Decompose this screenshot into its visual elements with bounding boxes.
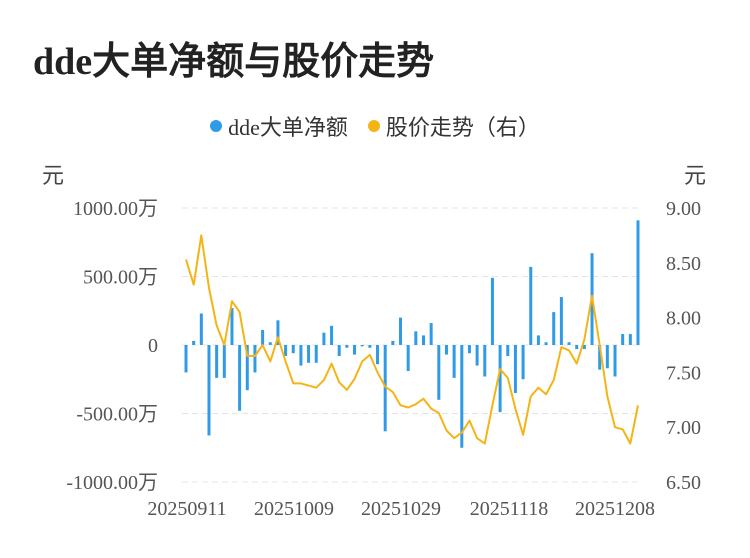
dde-bar xyxy=(284,345,288,356)
dde-bar xyxy=(276,320,280,345)
dde-bar xyxy=(598,345,602,370)
dde-bar xyxy=(238,345,242,411)
dde-bar xyxy=(414,331,418,345)
dde-bar xyxy=(444,345,448,355)
right-axis-tick-label: 7.00 xyxy=(666,417,701,439)
dde-bar xyxy=(513,345,517,393)
dde-bar xyxy=(368,345,372,348)
dde-bar xyxy=(207,345,211,436)
dde-bar xyxy=(376,345,380,365)
right-axis-tick-label: 9.00 xyxy=(666,198,701,220)
dde-bar xyxy=(337,345,341,356)
right-axis-tick-label: 8.50 xyxy=(666,253,701,275)
price-line xyxy=(185,234,639,445)
dde-bar xyxy=(521,345,525,380)
right-axis-tick-label: 8.00 xyxy=(666,308,701,330)
left-axis-tick-label: -1000.00万 xyxy=(66,472,158,494)
dde-bar xyxy=(360,345,364,347)
dde-bar xyxy=(192,340,196,345)
dde-bar xyxy=(605,345,609,369)
dde-bar xyxy=(429,323,433,345)
dde-bar xyxy=(307,345,311,363)
dde-bar xyxy=(452,345,456,378)
dde-bar xyxy=(559,297,563,345)
dde-bar xyxy=(467,345,471,354)
dde-bar xyxy=(506,345,510,356)
dde-bar xyxy=(636,220,640,345)
x-axis-tick-label: 20250911 xyxy=(147,498,226,520)
dde-bar xyxy=(544,342,548,345)
dde-bar xyxy=(498,345,502,413)
dde-bar xyxy=(353,345,357,355)
left-axis-unit: 元 xyxy=(42,163,65,188)
dde-bar xyxy=(345,345,349,348)
dde-bar xyxy=(199,313,203,345)
dde-bar xyxy=(399,317,403,345)
dde-bar xyxy=(567,342,571,345)
dde-bar xyxy=(291,345,295,354)
dde-bar xyxy=(582,345,586,350)
dde-bar xyxy=(490,277,494,345)
x-axis-tick-label: 20251118 xyxy=(470,498,549,520)
dde-bar xyxy=(613,345,617,377)
right-axis-tick-label: 7.50 xyxy=(666,362,701,384)
dde-bar xyxy=(299,345,303,366)
dde-bar xyxy=(230,308,234,345)
dde-bar xyxy=(437,345,441,400)
dde-bar xyxy=(314,345,318,363)
dde-bar xyxy=(536,335,540,345)
dde-bar xyxy=(529,266,533,345)
dde-bar xyxy=(406,345,410,372)
dde-bar xyxy=(475,345,479,366)
right-axis-unit: 元 xyxy=(684,163,707,188)
dde-bar xyxy=(222,345,226,378)
dde-bar xyxy=(383,345,387,432)
dde-bar xyxy=(575,345,579,350)
left-axis-tick-label: 0 xyxy=(148,335,158,357)
legend-bar-label: dde大单净额 xyxy=(228,115,348,140)
dde-bar xyxy=(460,345,464,448)
dde-bar xyxy=(253,345,257,373)
legend-line-marker-icon xyxy=(367,120,380,132)
legend-bar-marker-icon xyxy=(210,120,223,132)
dde-bar xyxy=(552,312,556,345)
left-axis-tick-label: -500.00万 xyxy=(76,404,158,426)
chart-title: dde大单净额与股价走势 xyxy=(33,41,435,83)
legend-line-label: 股价走势（右） xyxy=(385,115,540,140)
dde-bar xyxy=(184,345,188,373)
x-axis-tick-label: 20251208 xyxy=(575,498,655,520)
x-axis-tick-label: 20251029 xyxy=(361,498,441,520)
legend-item-bar[interactable]: dde大单净额 xyxy=(210,110,348,142)
dde-bar xyxy=(421,335,425,345)
dde-bar xyxy=(322,332,326,345)
x-axis-tick-label: 20251009 xyxy=(254,498,334,520)
dde-bar xyxy=(330,325,334,345)
dde-bar xyxy=(261,329,265,345)
left-axis-tick-label: 1000.00万 xyxy=(73,198,158,220)
dde-bar xyxy=(391,340,395,345)
legend: dde大单净额 股价走势（右） xyxy=(0,110,750,142)
dde-bar xyxy=(268,342,272,345)
left-axis-tick-label: 500.00万 xyxy=(83,267,158,289)
dde-bar xyxy=(628,334,632,345)
dde-bar xyxy=(245,345,249,391)
legend-item-line[interactable]: 股价走势（右） xyxy=(367,110,540,142)
dde-bar xyxy=(621,334,625,345)
right-axis-tick-label: 6.50 xyxy=(666,472,701,494)
dde-bar xyxy=(483,345,487,377)
dde-bar xyxy=(215,345,219,378)
